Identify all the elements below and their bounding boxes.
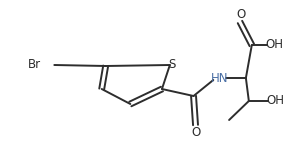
Text: O: O — [191, 126, 200, 139]
Text: O: O — [236, 9, 246, 22]
Text: S: S — [168, 58, 176, 71]
Text: OH: OH — [265, 38, 283, 51]
Text: Br: Br — [28, 58, 41, 71]
Text: HN: HN — [210, 71, 228, 84]
Text: OH: OH — [267, 95, 285, 108]
